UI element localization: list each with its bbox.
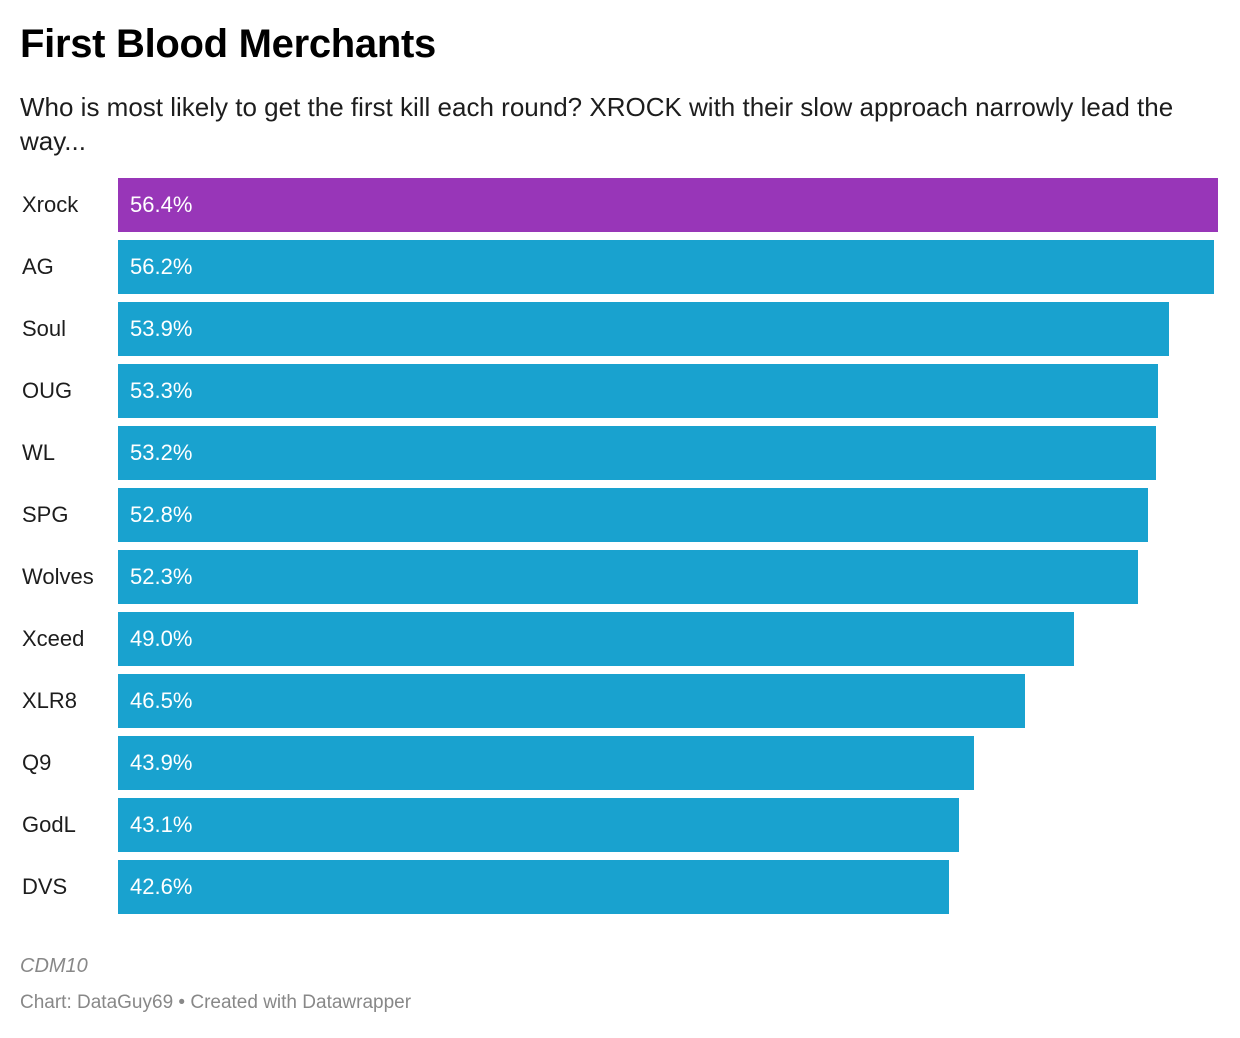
value-label: 53.9% <box>130 316 193 341</box>
bar-row-soul: Soul 53.9% <box>20 302 1220 356</box>
bar-row-xlr8: XLR8 46.5% <box>20 674 1220 728</box>
category-label: GodL <box>22 812 76 837</box>
value-label: 56.2% <box>130 254 193 279</box>
value-label: 53.2% <box>130 440 193 465</box>
value-label: 42.6% <box>130 874 193 899</box>
bar-row-q9: Q9 43.9% <box>20 736 1220 790</box>
value-label: 52.8% <box>130 502 193 527</box>
value-label: 49.0% <box>130 626 193 651</box>
category-label: Wolves <box>22 564 94 589</box>
category-label: Xceed <box>22 626 85 651</box>
category-label: Soul <box>22 316 67 341</box>
bar-row-spg: SPG 52.8% <box>20 488 1220 542</box>
bar-row-oug: OUG 53.3% <box>20 364 1220 418</box>
bar <box>118 302 1169 356</box>
bar-row-xrock: Xrock 56.4% <box>20 178 1220 232</box>
bar-row-wl: WL 53.2% <box>20 426 1220 480</box>
bar <box>118 674 1025 728</box>
bar <box>118 364 1158 418</box>
value-label: 53.3% <box>130 378 193 403</box>
value-label: 43.1% <box>130 812 193 837</box>
bar <box>118 736 974 790</box>
category-label: AG <box>22 254 54 279</box>
category-label: OUG <box>22 378 73 403</box>
bar-row-dvs: DVS 42.6% <box>20 860 1220 914</box>
value-label: 56.4% <box>130 192 193 217</box>
value-label: 46.5% <box>130 688 193 713</box>
bar <box>118 178 1218 232</box>
bar <box>118 426 1156 480</box>
category-label: SPG <box>22 502 69 527</box>
chart-footer: Chart: DataGuy69 • Created with Datawrap… <box>20 992 412 1013</box>
category-label: Xrock <box>22 192 79 217</box>
chart-notes: CDM10 <box>20 955 88 977</box>
chart-subtitle: Who is most likely to get the first kill… <box>20 92 1174 156</box>
bar-row-wolves: Wolves 52.3% <box>20 550 1220 604</box>
bar <box>118 240 1214 294</box>
category-label: DVS <box>22 874 68 899</box>
bar <box>118 860 949 914</box>
bar <box>118 488 1148 542</box>
bar-row-godl: GodL 43.1% <box>20 798 1220 852</box>
chart-title: First Blood Merchants <box>20 22 436 66</box>
category-label: XLR8 <box>22 688 78 713</box>
bar-row-xceed: Xceed 49.0% <box>20 612 1220 666</box>
bar <box>118 550 1138 604</box>
bar <box>118 612 1074 666</box>
chart: First Blood Merchants Who is most likely… <box>20 0 1220 1038</box>
value-label: 52.3% <box>130 564 193 589</box>
value-label: 43.9% <box>130 750 193 775</box>
bar-row-ag: AG 56.2% <box>20 240 1220 294</box>
category-label: Q9 <box>22 750 52 775</box>
category-label: WL <box>22 440 55 465</box>
bar <box>118 798 959 852</box>
bar-plot-area: Xrock 56.4% AG 56.2% Soul 53.9% OUG 53.3% WL 53.2… <box>20 178 1220 918</box>
